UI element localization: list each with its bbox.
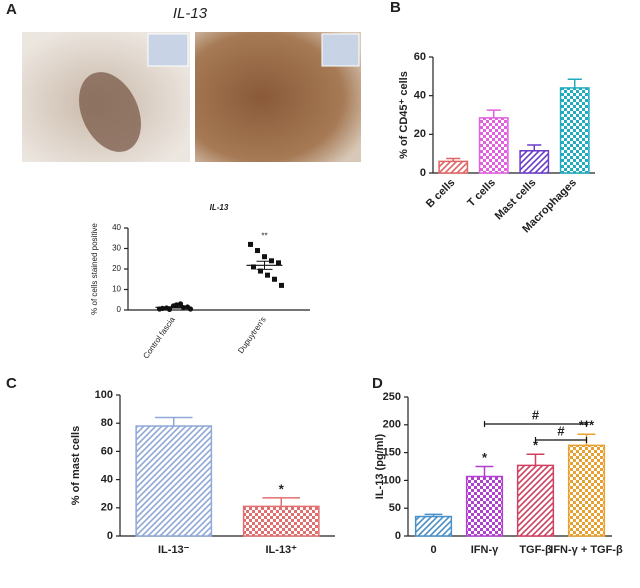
y-tick-label: 30	[112, 244, 121, 253]
y-tick-label: 0	[117, 305, 122, 314]
y-tick-label: 0	[395, 530, 401, 542]
x-tick-label: 0	[430, 544, 436, 556]
bar	[438, 160, 469, 174]
data-point	[251, 264, 256, 270]
y-axis-label: % of mast cells	[70, 426, 82, 505]
bar	[414, 515, 453, 537]
stained-region	[79, 72, 141, 152]
y-tick-label: 20	[414, 128, 426, 140]
significance: *	[482, 450, 488, 465]
panel-label: A	[6, 1, 17, 18]
y-tick-label: 100	[383, 474, 401, 486]
x-tick-label: T cells	[465, 177, 498, 210]
data-point	[248, 241, 253, 247]
error-bar	[526, 453, 545, 466]
sem-bar	[256, 260, 273, 270]
bar	[559, 87, 590, 174]
x-tick-label: IL-13⁺	[266, 544, 298, 556]
bar	[567, 444, 606, 537]
inset	[147, 33, 189, 67]
y-tick-label: 250	[383, 391, 401, 403]
bracket-label: #	[557, 423, 565, 438]
data-point	[279, 282, 284, 288]
y-tick-label: 20	[112, 264, 121, 273]
y-tick-label: 40	[101, 474, 113, 486]
y-tick-label: 20	[101, 502, 113, 514]
error-bar	[475, 465, 494, 477]
bracket	[534, 437, 588, 443]
y-tick-label: 40	[112, 223, 121, 232]
data-point	[173, 302, 180, 308]
inset	[321, 33, 360, 67]
data-point	[177, 301, 184, 307]
error-bar	[486, 109, 501, 118]
y-tick-label: 150	[383, 447, 401, 459]
panel-label: D	[372, 375, 383, 392]
y-tick-label: 0	[107, 530, 113, 542]
figure-title: IL-13	[173, 5, 208, 22]
bar	[135, 425, 213, 537]
y-tick-label: 60	[101, 445, 113, 457]
bar	[478, 117, 509, 174]
error-bar	[527, 144, 542, 151]
y-tick-label: 0	[420, 167, 426, 179]
panel-label: B	[390, 0, 401, 16]
data-point	[159, 305, 166, 311]
chart-title: IL-13	[210, 203, 229, 212]
y-tick-label: 50	[389, 502, 401, 514]
y-tick-label: 200	[383, 419, 401, 431]
bracket-label: #	[532, 407, 540, 422]
x-tick-label: Control fascia	[141, 315, 177, 361]
y-tick-label: 100	[95, 389, 113, 401]
bar	[242, 505, 320, 537]
error-bar	[424, 513, 443, 517]
data-point	[262, 254, 267, 260]
error-bar	[446, 157, 461, 162]
y-tick-label: 80	[101, 417, 113, 429]
significance: *	[533, 438, 539, 453]
y-tick-label: 10	[112, 285, 121, 294]
bracket	[483, 421, 588, 427]
x-tick-label: Dupuytren's	[236, 315, 268, 355]
data-point	[255, 248, 260, 254]
y-axis-label: IL-13 (pg/ml)	[374, 433, 386, 499]
error-bar	[567, 78, 582, 88]
significance: *	[279, 481, 285, 496]
data-point	[272, 276, 277, 282]
bar	[465, 475, 504, 537]
data-point	[258, 268, 263, 274]
y-tick-label: 40	[414, 90, 426, 102]
significance: **	[261, 232, 267, 241]
error-bar	[154, 416, 193, 427]
panel-label: C	[6, 375, 17, 392]
y-axis-label: % of cells stained positive	[90, 223, 99, 315]
bar	[519, 150, 550, 174]
x-tick-label: IL-13⁻	[158, 544, 190, 556]
y-tick-label: 60	[414, 51, 426, 63]
y-axis-label: % of CD45⁺ cells	[398, 71, 410, 159]
x-tick-label: IFN-γ	[471, 544, 499, 556]
x-tick-label: IFN-γ + TGF-β	[550, 544, 623, 556]
data-point	[276, 260, 281, 266]
x-tick-label: B cells	[424, 177, 458, 211]
x-tick-label: TGF-β	[519, 544, 552, 556]
data-point	[265, 272, 270, 278]
sem-bar	[165, 306, 182, 309]
error-bar	[262, 497, 301, 507]
bar	[516, 464, 555, 537]
